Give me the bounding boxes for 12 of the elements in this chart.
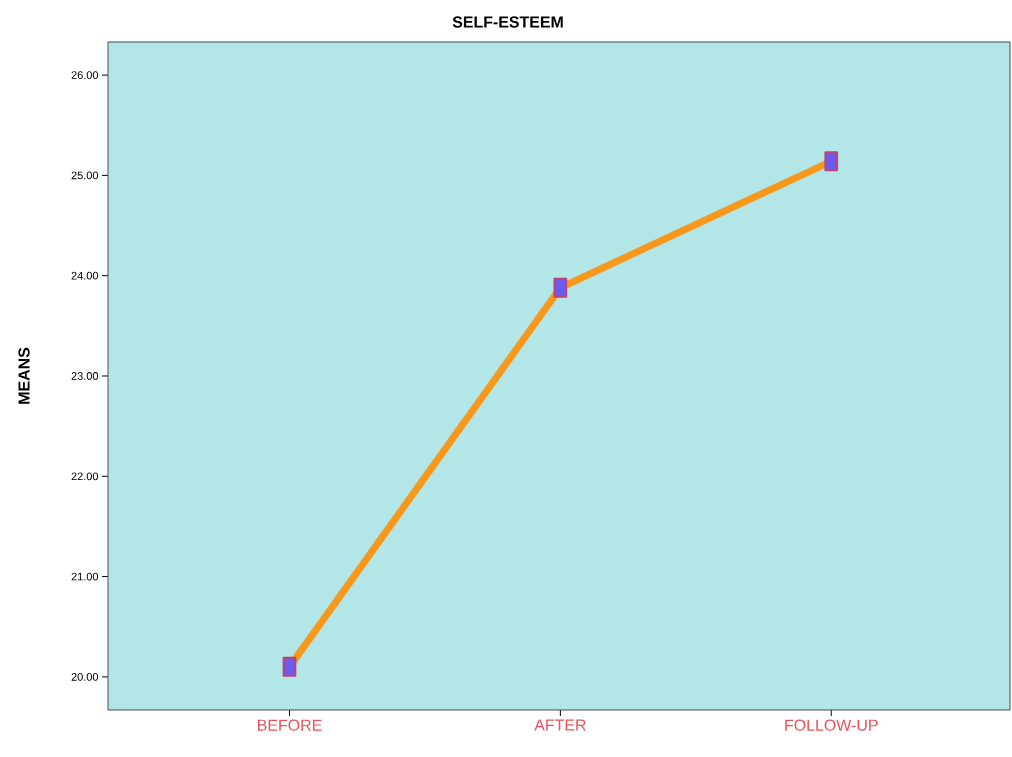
y-tick-label: 25.00 [71,171,99,180]
x-tick-label: FOLLOW-UP [785,719,878,731]
y-tick-label: 23.00 [71,372,99,380]
y-tick-label: 20.00 [71,673,99,681]
y-tick-label: 26.00 [71,71,99,79]
y-axis-title: MEANS [18,347,30,404]
y-tick-label: 21.00 [71,572,99,581]
chart-title: SELF-ESTEEM [452,16,563,28]
y-tick-label: 22.00 [71,472,99,481]
x-tick-label: BEFORE [258,719,322,731]
x-tick-label: AFTER [534,719,586,731]
y-tick-label: 24.00 [71,271,99,280]
